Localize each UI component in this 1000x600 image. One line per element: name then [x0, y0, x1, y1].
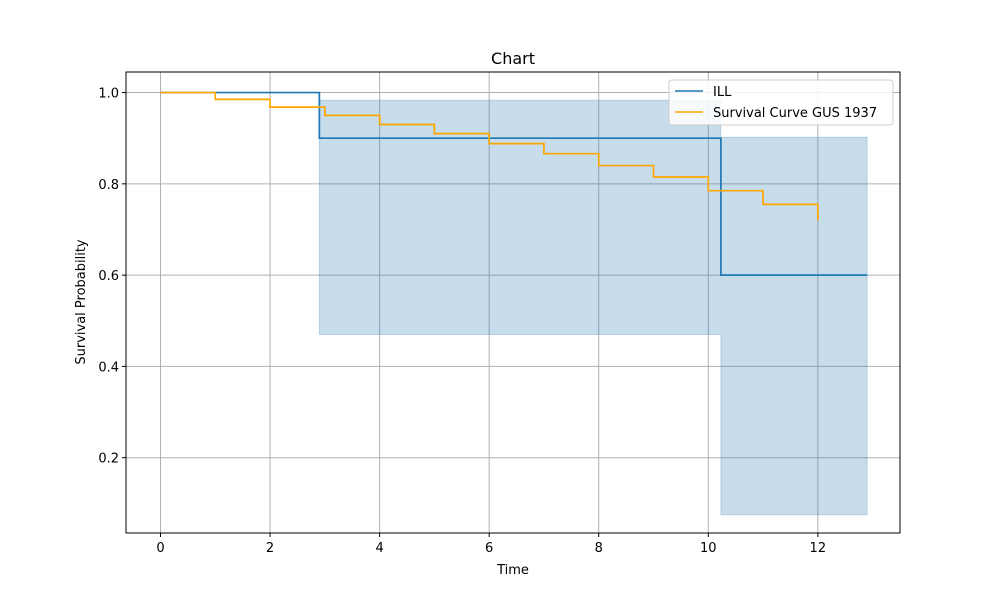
ill-survival-line	[160, 91, 868, 276]
axis-ticks: 0 2 4 6 8 10 12 0.2 0.4 0.6 0.8 1.0	[98, 87, 826, 556]
chart-title: Chart	[491, 49, 535, 68]
y-tick-label: 0.6	[98, 269, 119, 284]
x-tick-label: 8	[595, 541, 603, 556]
y-tick-label: 0.2	[98, 452, 119, 467]
y-axis-title: Survival Probability	[74, 239, 89, 365]
x-axis-title: Time	[496, 563, 529, 578]
x-tick-label: 2	[266, 541, 274, 556]
x-tick-label: 0	[156, 541, 164, 556]
legend-label-ill: ILL	[713, 85, 732, 100]
x-tick-label: 6	[485, 541, 493, 556]
x-tick-label: 10	[700, 541, 717, 556]
legend: ILL Survival Curve GUS 1937	[668, 79, 894, 126]
y-tick-label: 0.8	[98, 178, 119, 193]
gus-1937-survival-line	[160, 91, 819, 221]
y-tick-label: 0.4	[98, 360, 119, 375]
x-tick-label: 4	[375, 541, 383, 556]
x-tick-label: 12	[810, 541, 827, 556]
series-lines	[160, 91, 868, 276]
legend-box	[668, 79, 894, 126]
plot-area-frame	[125, 71, 901, 534]
legend-label-gus-1937: Survival Curve GUS 1937	[713, 106, 877, 121]
y-tick-label: 1.0	[98, 87, 119, 102]
